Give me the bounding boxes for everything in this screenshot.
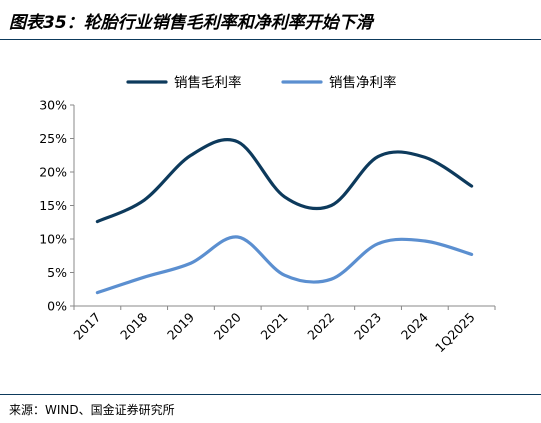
x-tick-label: 2017 [70,310,103,343]
x-tick-label: 2019 [164,309,197,342]
x-tick-label: 1Q2025 [432,310,478,356]
x-tick-label: 2024 [398,309,431,342]
series-line-net-margin [95,235,474,295]
series-line-gross-margin [95,138,474,224]
y-tick-label: 20% [39,165,67,180]
legend-label: 销售毛利率 [174,74,242,91]
legend-label: 销售净利率 [329,74,397,91]
chart-title: 图表35：轮胎行业销售毛利率和净利率开始下滑 [9,13,373,33]
x-tick-label: 2023 [351,310,384,343]
y-tick-label: 5% [47,265,67,280]
x-tick-label: 2020 [211,309,244,342]
x-tick-label: 2022 [304,310,337,343]
y-tick-label: 10% [39,232,67,247]
y-tick-label: 25% [39,131,67,146]
x-tick-label: 2021 [258,310,291,343]
source-note: 来源：WIND、国金证券研究所 [9,403,175,417]
y-tick-label: 30% [39,98,67,113]
x-tick-label: 2018 [117,309,150,342]
footer-divider [0,394,541,395]
title-divider [0,39,541,40]
y-tick-label: 0% [47,299,67,314]
y-tick-label: 15% [39,198,67,213]
